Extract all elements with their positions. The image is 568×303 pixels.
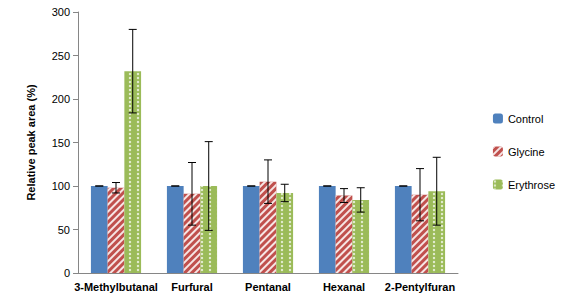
svg-text:Control: Control	[508, 113, 543, 125]
svg-text:300: 300	[52, 6, 70, 18]
svg-text:Hexanal: Hexanal	[323, 281, 365, 293]
svg-text:0: 0	[64, 267, 70, 279]
svg-text:200: 200	[52, 93, 70, 105]
svg-text:Pentanal: Pentanal	[245, 281, 291, 293]
svg-text:100: 100	[52, 180, 70, 192]
svg-text:150: 150	[52, 137, 70, 149]
svg-text:Relative peak area (%): Relative peak area (%)	[25, 84, 37, 201]
svg-text:3-Methylbutanal: 3-Methylbutanal	[74, 281, 158, 293]
svg-text:2-Pentylfuran: 2-Pentylfuran	[385, 281, 456, 293]
svg-text:Erythrose: Erythrose	[508, 179, 555, 191]
svg-text:Furfural: Furfural	[171, 281, 213, 293]
svg-text:Glycine: Glycine	[508, 146, 545, 158]
svg-text:250: 250	[52, 50, 70, 62]
svg-text:50: 50	[58, 224, 70, 236]
